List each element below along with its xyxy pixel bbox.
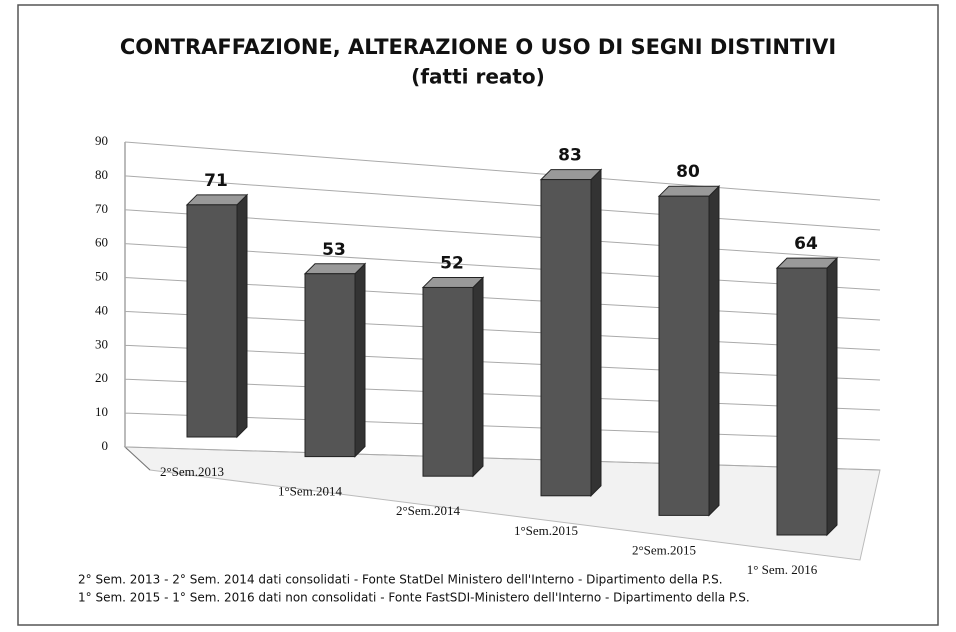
bar (421, 276, 485, 478)
y-tick-label: 70 (95, 201, 108, 216)
grid-line (124, 209, 881, 261)
grid-line (124, 446, 881, 471)
bar-top (539, 169, 603, 181)
grid-line (124, 141, 881, 201)
grid-line (124, 412, 881, 441)
bar (539, 168, 603, 498)
bar-front (776, 267, 828, 536)
grid-line (124, 277, 881, 321)
x-tick-label: 2°Sem.2013 (160, 464, 224, 479)
x-tick-label: 1°Sem.2014 (278, 484, 343, 499)
bar-front (658, 195, 710, 516)
y-tick-label: 30 (95, 336, 108, 351)
grid-line (124, 243, 881, 291)
bar-side (826, 256, 838, 537)
x-tick-label: 1° Sem. 2016 (747, 562, 818, 577)
bar (657, 184, 721, 517)
bar-side (590, 168, 602, 498)
value-label: 53 (322, 240, 346, 260)
y-tick-label: 40 (95, 302, 108, 317)
y-tick-label: 50 (95, 269, 108, 284)
y-tick-label: 80 (95, 167, 108, 182)
bar-side (236, 193, 248, 439)
x-tick-label: 1°Sem.2015 (514, 523, 578, 538)
footnote: 1° Sem. 2015 - 1° Sem. 2016 dati non con… (78, 591, 750, 605)
bar (303, 262, 367, 458)
x-tick-label: 2°Sem.2015 (632, 542, 696, 557)
bar (775, 256, 839, 537)
value-label: 80 (676, 162, 700, 182)
axis-depth (124, 446, 151, 471)
bar-top (421, 276, 485, 288)
grid-line (124, 310, 881, 351)
bar-side (354, 262, 366, 458)
chart-title: CONTRAFFAZIONE, ALTERAZIONE O USO DI SEG… (120, 35, 836, 59)
bar-side (472, 276, 484, 478)
chart-subtitle: (fatti reato) (411, 65, 545, 89)
bar-top (657, 185, 721, 197)
grid-line (124, 344, 881, 381)
y-tick-label: 90 (95, 133, 108, 148)
bar (185, 193, 249, 439)
bar-front (422, 286, 474, 477)
y-tick-label: 60 (95, 235, 108, 250)
grid-line (124, 175, 881, 231)
bar-side (708, 184, 720, 517)
bar-top (775, 257, 839, 269)
value-label: 64 (794, 234, 818, 254)
footnote: 2° Sem. 2013 - 2° Sem. 2014 dati consoli… (78, 573, 723, 587)
y-tick-label: 20 (95, 370, 108, 385)
value-label: 83 (558, 146, 582, 166)
bar-front (304, 273, 356, 458)
value-label: 71 (204, 171, 228, 191)
x-tick-label: 2°Sem.2014 (396, 503, 461, 518)
bar-top (303, 263, 367, 275)
bar-front (540, 179, 592, 497)
value-label: 52 (440, 253, 464, 273)
grid-line (124, 378, 881, 411)
y-tick-label: 10 (95, 404, 108, 419)
y-tick-label: 0 (102, 438, 109, 453)
bar-top (185, 194, 249, 206)
bar-front (186, 204, 238, 438)
